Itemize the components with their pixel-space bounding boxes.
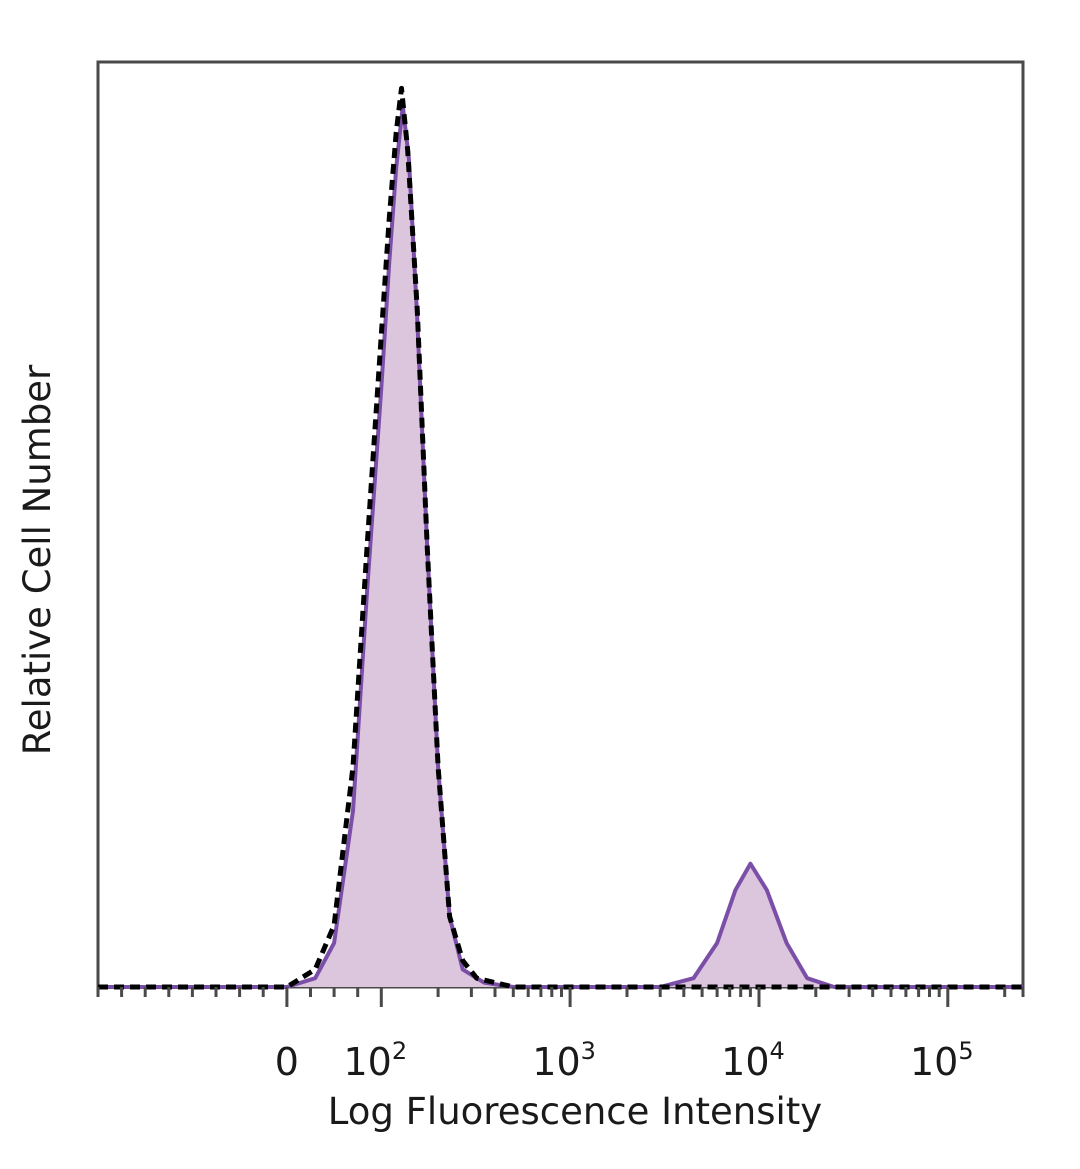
- x-axis-ticks: [96, 987, 1025, 1007]
- x-tick-label: 0: [275, 1040, 299, 1084]
- x-axis-tick-labels: 0 102 103 104 105: [275, 1037, 974, 1084]
- plot-frame: [96, 60, 1025, 989]
- series-layer: [98, 85, 1023, 990]
- series-0-line: [98, 104, 1023, 989]
- x-tick-label: 104: [721, 1037, 785, 1084]
- x-tick-label: 102: [343, 1037, 407, 1084]
- x-tick-label: 105: [910, 1037, 974, 1084]
- y-axis-title: Relative Cell Number: [16, 364, 59, 755]
- x-axis-title: Log Fluorescence Intensity: [328, 1090, 822, 1133]
- x-tick-label: 103: [532, 1037, 596, 1084]
- series-1-line: [98, 85, 1023, 990]
